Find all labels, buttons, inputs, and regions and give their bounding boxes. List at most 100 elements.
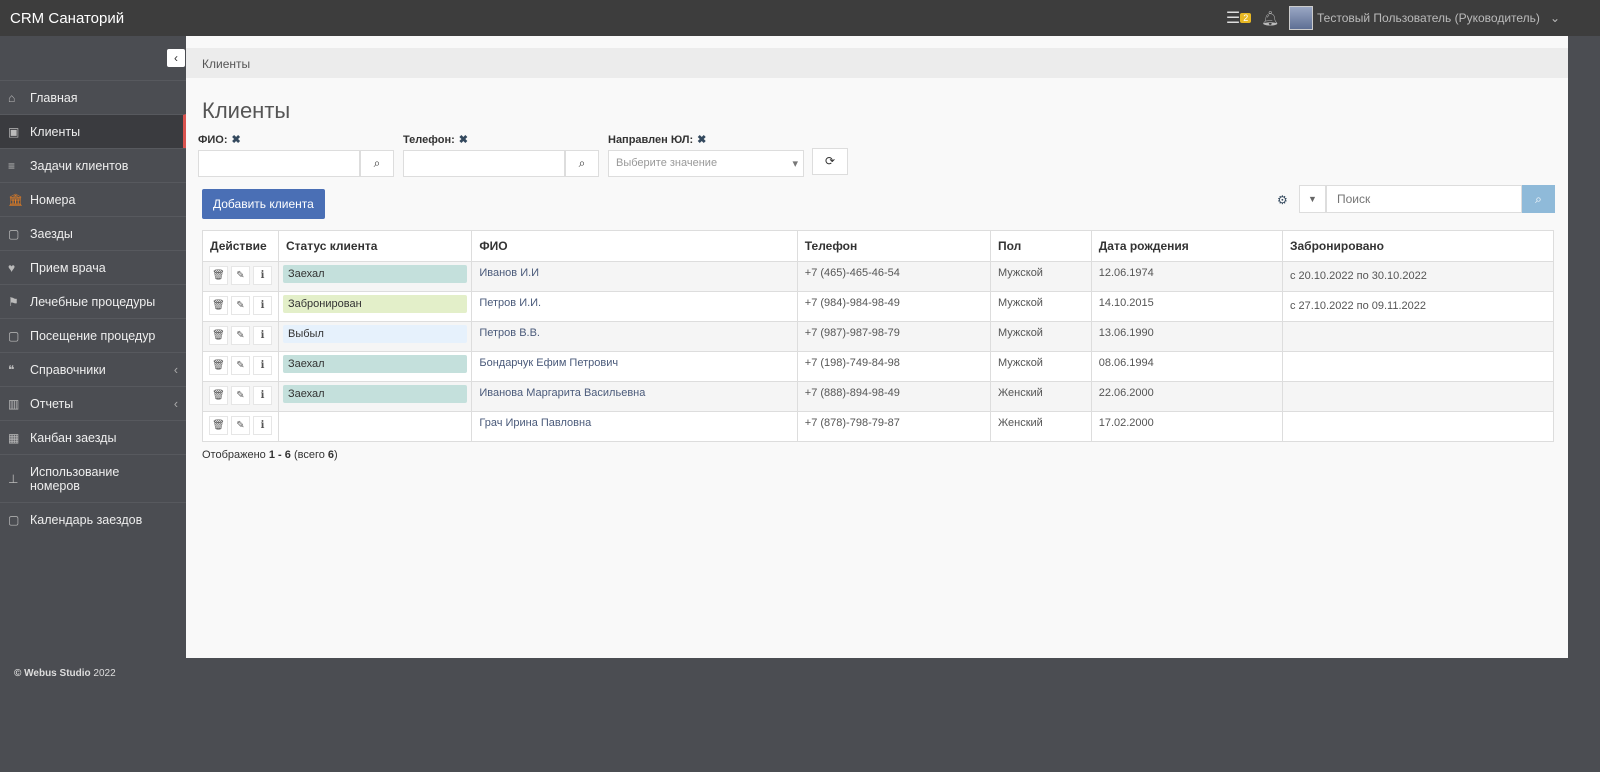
sidebar-item[interactable]: ❝ Справочники ‹	[0, 352, 186, 386]
column-header[interactable]: Статус клиента	[277, 230, 473, 262]
add-client-button[interactable]: Добавить клиента	[202, 189, 325, 219]
table-row[interactable]: 🗑︎ ✎ i Заехал Иванова Маргарита Васильевна…	[202, 381, 1555, 412]
sidebar-item-label: Использование номеров	[30, 464, 120, 493]
sidebar-item[interactable]: ⚑ Лечебные процедуры	[0, 284, 186, 318]
search-icon[interactable]: ⌕	[565, 150, 599, 177]
edit-icon[interactable]: ✎	[231, 266, 250, 285]
org-label: Направлен ЮЛ:	[608, 134, 694, 146]
search-input[interactable]	[1326, 185, 1522, 213]
sidebar-item[interactable]: ▢ Календарь заездов	[0, 502, 186, 536]
column-header[interactable]: Забронировано	[1281, 230, 1555, 262]
refresh-icon[interactable]: ⟳	[812, 148, 848, 175]
info-icon[interactable]: i	[253, 416, 272, 435]
edit-icon[interactable]: ✎	[231, 416, 250, 435]
phone-cell: +7 (888)-894-98-49	[796, 381, 991, 412]
booked-cell	[1281, 351, 1555, 382]
sidebar-item[interactable]: ≡ Задачи клиентов	[0, 148, 186, 182]
sidebar-item-label: Календарь заездов	[30, 512, 143, 527]
delete-icon[interactable]: 🗑︎	[209, 386, 228, 405]
info-icon[interactable]: i	[253, 296, 272, 315]
filter-phone: Телефон: ✖ ⌕	[403, 133, 599, 177]
table-row[interactable]: 🗑︎ ✎ i Заехал Бондарчук Ефим Петрович +7 (…	[202, 351, 1555, 382]
delete-icon[interactable]: 🗑︎	[209, 416, 228, 435]
bar-chart-icon: ▥	[8, 396, 20, 411]
phone-input[interactable]	[403, 150, 565, 177]
edit-icon[interactable]: ✎	[231, 356, 250, 375]
bell-icon[interactable]: 🔔︎	[1261, 9, 1280, 26]
sidebar-item[interactable]: ▢ Заезды	[0, 216, 186, 250]
delete-icon[interactable]: 🗑︎	[209, 266, 228, 285]
search-field-dropdown[interactable]: ▼	[1299, 185, 1326, 213]
search-icon[interactable]: ⌕	[1522, 185, 1555, 213]
table-row[interactable]: 🗑︎ ✎ i Заехал Иванов И.И +7 (465)-465-46-5…	[202, 261, 1555, 292]
phone-cell: +7 (465)-465-46-54	[796, 261, 991, 292]
flag-icon: ⚑	[8, 294, 19, 309]
chevron-down-icon[interactable]: ⌄	[1549, 11, 1560, 25]
edit-icon[interactable]: ✎	[231, 386, 250, 405]
info-icon[interactable]: i	[253, 266, 272, 285]
main-content: Клиенты Клиенты ФИО: ✖ ⌕ Телефон: ✖ ⌕ Напр…	[186, 36, 1568, 658]
edit-icon[interactable]: ✎	[231, 326, 250, 345]
table-row[interactable]: 🗑︎ ✎ i Грач Ирина Павловна +7 (878)-798-79…	[202, 411, 1555, 442]
sitemap-icon: ⊥	[8, 471, 19, 486]
fio-label: ФИО:	[198, 134, 228, 146]
delete-icon[interactable]: 🗑︎	[209, 296, 228, 315]
sidebar-item-label: Задачи клиентов	[30, 158, 129, 173]
dob-cell: 14.10.2015	[1090, 291, 1283, 322]
collapse-sidebar-button[interactable]: ‹	[167, 49, 185, 67]
tasks-icon[interactable]: ☰	[1225, 10, 1241, 27]
sidebar-item-label: Справочники	[30, 362, 106, 377]
column-header[interactable]: Пол	[989, 230, 1092, 262]
fio-cell[interactable]: Иванов И.И	[471, 261, 798, 292]
sidebar-item[interactable]: ▦ Канбан заезды	[0, 420, 186, 454]
app-title[interactable]: CRM Санаторий	[10, 10, 125, 27]
column-header[interactable]: Действие	[202, 230, 279, 262]
sidebar-item[interactable]: ▢ Посещение процедур	[0, 318, 186, 352]
fio-cell[interactable]: Грач Ирина Павловна	[471, 411, 798, 442]
column-header[interactable]: ФИО	[471, 230, 798, 262]
chevron-left-icon: ‹	[173, 396, 178, 411]
gear-icon[interactable]: ⚙	[1277, 193, 1288, 207]
edit-icon[interactable]: ✎	[231, 296, 250, 315]
sex-cell: Женский	[989, 381, 1092, 412]
sidebar-item[interactable]: ▥ Отчеты ‹	[0, 386, 186, 420]
org-select[interactable]: Выберите значение	[608, 150, 804, 177]
delete-icon[interactable]: 🗑︎	[209, 326, 228, 345]
user-name[interactable]: Тестовый Пользователь (Руководитель)	[1317, 11, 1540, 25]
clear-icon[interactable]: ✖	[458, 134, 468, 146]
breadcrumb[interactable]: Клиенты	[186, 48, 1568, 78]
fio-cell[interactable]: Петров И.И.	[471, 291, 798, 322]
sidebar-item[interactable]: 🏛︎ Номера	[0, 182, 186, 216]
status-badge: Забронирован	[283, 295, 468, 313]
fio-cell[interactable]: Петров В.В.	[471, 321, 798, 352]
phone-cell: +7 (198)-749-84-98	[796, 351, 991, 382]
avatar[interactable]	[1289, 6, 1314, 30]
sidebar-item-label: Посещение процедур	[30, 328, 156, 343]
status-badge: Заехал	[283, 355, 468, 373]
info-icon[interactable]: i	[253, 356, 272, 375]
status-badge: Выбыл	[283, 325, 468, 343]
phone-label: Телефон:	[403, 134, 455, 146]
search-icon[interactable]: ⌕	[360, 150, 394, 177]
column-header[interactable]: Телефон	[796, 230, 991, 262]
fio-cell[interactable]: Иванова Маргарита Васильевна	[471, 381, 798, 412]
fio-cell[interactable]: Бондарчук Ефим Петрович	[471, 351, 798, 382]
info-icon[interactable]: i	[253, 326, 272, 345]
column-header[interactable]: Дата рождения	[1090, 230, 1283, 262]
status-badge: Заехал	[283, 265, 468, 283]
status-badge: Заехал	[283, 385, 468, 403]
sidebar-item[interactable]: ⊥ Использование номеров	[0, 454, 186, 502]
clear-icon[interactable]: ✖	[697, 134, 707, 146]
table-row[interactable]: 🗑︎ ✎ i Забронирован Петров И.И. +7 (984)-9…	[202, 291, 1555, 322]
delete-icon[interactable]: 🗑︎	[209, 356, 228, 375]
booked-cell: с 20.10.2022 по 30.10.2022	[1281, 261, 1555, 292]
info-icon[interactable]: i	[253, 386, 272, 405]
sidebar-item[interactable]: ▣ Клиенты	[0, 114, 186, 148]
phone-cell: +7 (878)-798-79-87	[796, 411, 991, 442]
fio-input[interactable]	[198, 150, 360, 177]
table-row[interactable]: 🗑︎ ✎ i Выбыл Петров В.В. +7 (987)-987-98-7…	[202, 321, 1555, 352]
sidebar-item[interactable]: ⌂ Главная	[0, 80, 186, 114]
sidebar-item[interactable]: ♥ Прием врача	[0, 250, 186, 284]
clear-icon[interactable]: ✖	[231, 134, 241, 146]
calendar-icon: ▢	[8, 328, 20, 343]
